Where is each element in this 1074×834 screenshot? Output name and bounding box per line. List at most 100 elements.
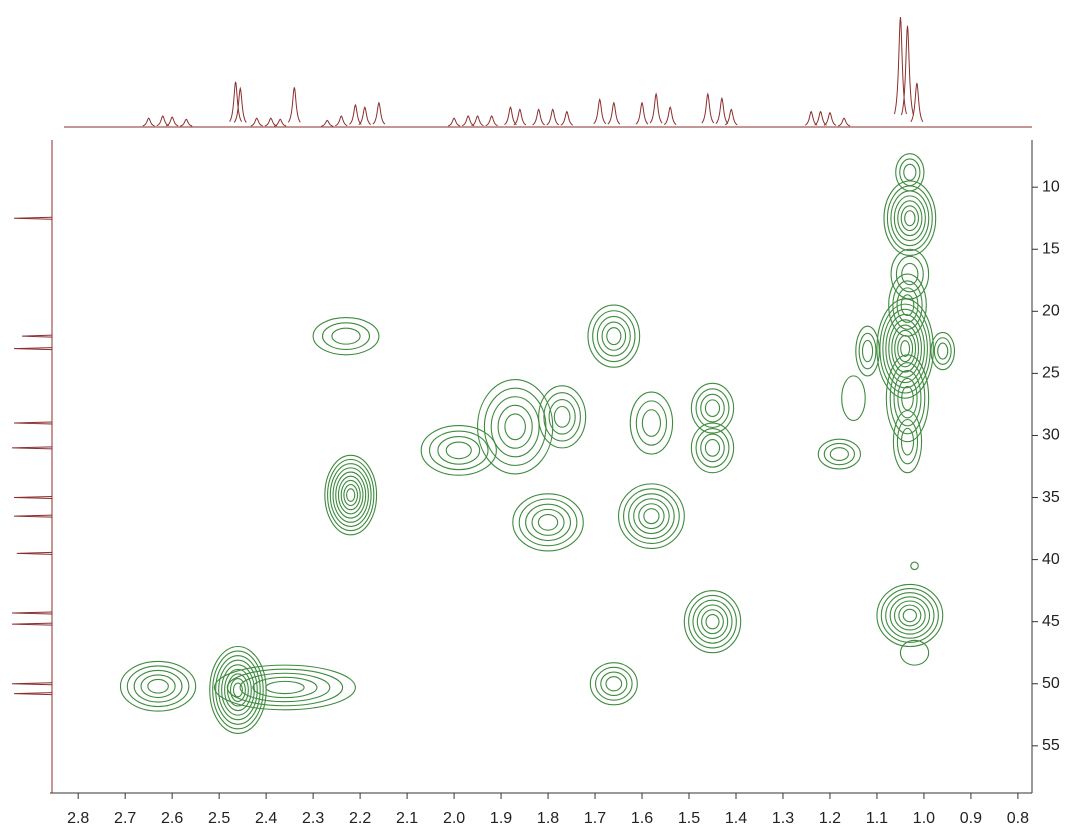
- contour-level: [891, 324, 920, 373]
- left-peak: [13, 421, 53, 425]
- contour-level: [147, 678, 169, 694]
- contour-level: [900, 340, 911, 357]
- top-peak: [358, 106, 372, 126]
- contour-level: [428, 430, 489, 471]
- top-peak: [471, 115, 484, 127]
- contour-level: [525, 503, 572, 542]
- contour-level: [910, 561, 919, 571]
- contour-level: [700, 393, 725, 423]
- contour-level: [897, 377, 918, 419]
- contour-level: [229, 677, 246, 702]
- contour-level: [617, 483, 685, 549]
- contour-level: [538, 385, 587, 449]
- contour-level: [896, 287, 919, 323]
- contour-level: [209, 645, 267, 734]
- contour-level: [937, 342, 949, 360]
- x-tick-label: 2.1: [396, 810, 418, 827]
- y-tick-label: 10: [1042, 178, 1060, 195]
- contour-level: [232, 682, 243, 698]
- y-tick-label: 50: [1042, 675, 1060, 692]
- left-peak: [11, 682, 53, 686]
- left-peak: [13, 216, 53, 220]
- top-peak: [274, 118, 287, 127]
- contour-level: [890, 248, 930, 300]
- left-peak: [21, 334, 53, 338]
- top-peak: [372, 101, 386, 125]
- top-peak: [335, 115, 348, 127]
- y-tick-label: 20: [1042, 303, 1060, 320]
- contour-level: [893, 195, 926, 242]
- left-peak: [13, 496, 53, 500]
- contour-level: [897, 334, 914, 363]
- contour-level: [215, 655, 261, 725]
- top-peak: [804, 110, 818, 126]
- y-tick-label: 45: [1042, 613, 1060, 630]
- top-peak: [264, 117, 277, 127]
- contour-level: [885, 314, 925, 384]
- top-peak: [142, 117, 155, 127]
- contour-level: [633, 498, 670, 535]
- top-peak: [287, 87, 301, 123]
- contour-level: [899, 158, 921, 187]
- y-tick-label: 55: [1042, 737, 1060, 754]
- contour-level: [221, 664, 255, 716]
- contour-level: [885, 354, 930, 443]
- contour-level: [701, 609, 724, 635]
- contour-level: [903, 163, 917, 181]
- top-peak: [649, 92, 663, 124]
- contour-level: [605, 676, 623, 692]
- contour-level: [595, 666, 633, 701]
- contour-level: [119, 660, 197, 712]
- x-tick-label: 0.8: [1007, 810, 1029, 827]
- contour-level: [628, 493, 675, 540]
- contour-level: [899, 639, 930, 666]
- contour-level: [901, 262, 919, 286]
- top-peak: [233, 86, 247, 123]
- x-tick-label: 0.9: [960, 810, 982, 827]
- contour-level: [252, 676, 318, 699]
- top-peak: [823, 111, 837, 126]
- x-tick-label: 2.7: [114, 810, 136, 827]
- left-projection: [11, 140, 53, 793]
- x-tick-label: 2.0: [443, 810, 465, 827]
- contour-level: [437, 436, 481, 465]
- contour-level: [497, 404, 533, 449]
- contour-level: [548, 399, 576, 435]
- contour-level: [892, 410, 923, 474]
- contour-level: [340, 479, 361, 511]
- x-tick-label: 1.4: [725, 810, 747, 827]
- contour-level: [886, 185, 933, 252]
- contour-level: [490, 396, 540, 458]
- contour-level: [889, 596, 931, 635]
- contour-level: [829, 447, 849, 462]
- contour-level: [902, 608, 917, 623]
- x-tick-label: 2.8: [67, 810, 89, 827]
- top-peak: [321, 119, 334, 127]
- contour-level: [343, 484, 359, 507]
- top-peak: [504, 106, 517, 126]
- left-peak: [11, 446, 53, 450]
- contour-level: [704, 399, 721, 417]
- top-peak: [180, 118, 193, 127]
- contour-level: [643, 508, 660, 525]
- contour-level: [893, 370, 922, 427]
- top-peak: [910, 82, 924, 123]
- contour-level: [133, 669, 183, 703]
- top-peak: [165, 116, 179, 127]
- contour-level: [695, 388, 730, 429]
- contour-level: [683, 590, 742, 654]
- x-tick-label: 1.5: [678, 810, 700, 827]
- x-tick-label: 1.1: [866, 810, 888, 827]
- contour-level: [212, 650, 264, 730]
- contour-level: [889, 362, 926, 435]
- x-tick-label: 1.8: [537, 810, 559, 827]
- contour-level: [518, 498, 578, 547]
- contour-level: [477, 379, 554, 475]
- contour-level: [879, 303, 931, 394]
- top-peak: [229, 81, 243, 122]
- top-peak: [701, 92, 715, 124]
- contour-level: [690, 382, 735, 434]
- contour-level: [537, 514, 559, 531]
- top-peak: [513, 108, 527, 126]
- top-peak: [635, 101, 649, 125]
